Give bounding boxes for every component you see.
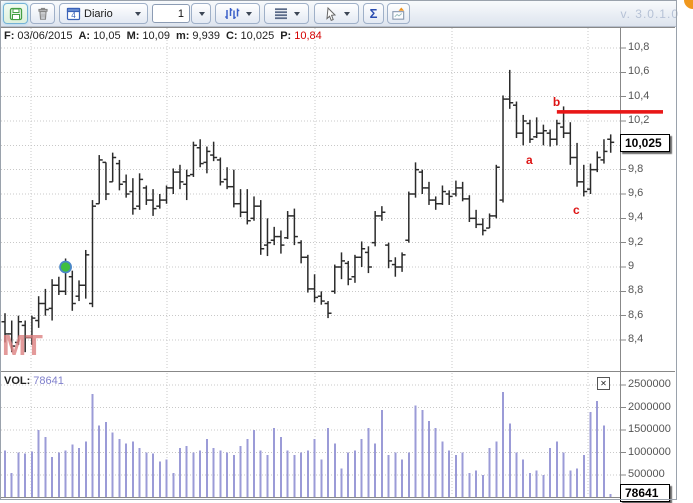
calendar-icon: 4 — [66, 7, 81, 21]
period-label: Diario — [84, 7, 113, 20]
interval-input[interactable] — [152, 4, 190, 23]
cursor-tool-button[interactable] — [314, 3, 359, 24]
caret-down-icon — [294, 11, 300, 16]
resistance-red-line — [556, 110, 663, 114]
chart-properties-button[interactable] — [387, 3, 410, 24]
sigma-icon: Σ — [369, 6, 378, 21]
cursor-arrow-icon — [326, 6, 337, 21]
volume-close-button[interactable]: ✕ — [597, 377, 610, 390]
list-lines-icon — [275, 8, 287, 20]
ohlc-bars-icon — [225, 8, 240, 19]
ohlc-bars — [1, 69, 615, 353]
sum-button[interactable]: Σ — [363, 3, 384, 24]
buy-marker-icon — [59, 260, 72, 274]
caret-down-icon — [344, 11, 350, 16]
toolbar: 4 Diario — [1, 1, 676, 27]
axes — [1, 27, 675, 498]
interval-dropdown-button[interactable] — [191, 3, 211, 24]
save-icon — [9, 7, 22, 20]
chart-type-button[interactable] — [215, 3, 260, 24]
version-label: v. 3.0.1.0 — [620, 7, 679, 21]
trash-icon — [37, 7, 48, 20]
caret-down-icon — [199, 11, 205, 16]
volume-bars — [4, 391, 612, 497]
svg-text:4: 4 — [71, 11, 76, 20]
period-dropdown[interactable]: 4 Diario — [59, 3, 148, 24]
gridlines — [1, 28, 620, 496]
save-button[interactable] — [3, 3, 28, 24]
caret-down-icon — [135, 11, 141, 16]
delete-button[interactable] — [30, 3, 55, 24]
properties-icon — [392, 6, 405, 20]
caret-down-icon — [246, 11, 252, 16]
page-logo-fragment — [684, 0, 693, 9]
indicators-button[interactable] — [264, 3, 309, 24]
